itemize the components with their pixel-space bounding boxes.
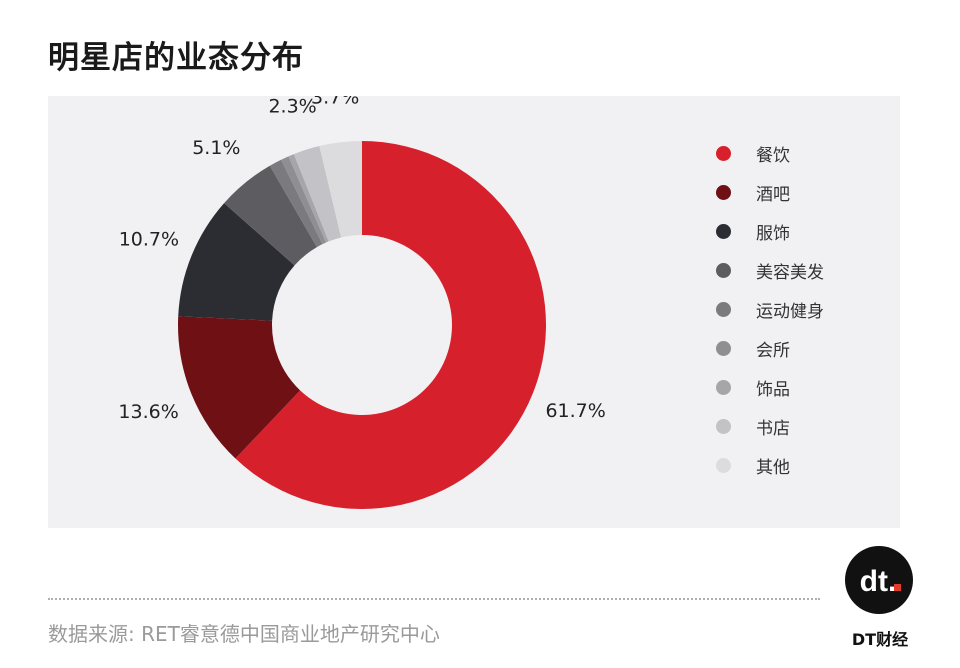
data-label-服饰: 10.7%	[119, 228, 179, 250]
data-label-书店: 2.3%	[268, 96, 316, 118]
legend-item-餐饮: 餐饮	[716, 134, 824, 173]
donut-slice-餐饮	[235, 141, 547, 509]
legend-item-饰品: 饰品	[716, 368, 824, 407]
legend-swatch	[716, 380, 731, 395]
data-label-其他: 3.7%	[311, 96, 359, 109]
data-label-酒吧: 13.6%	[118, 401, 178, 423]
legend-label: 服饰	[756, 224, 790, 244]
data-source-note: 数据来源: RET睿意德中国商业地产研究中心	[48, 622, 440, 646]
legend-swatch	[716, 419, 731, 434]
legend-label: 美容美发	[756, 263, 824, 283]
logo-red-dot	[894, 584, 901, 591]
legend-label: 会所	[756, 341, 790, 361]
legend-label: 餐饮	[756, 146, 790, 166]
chart-legend: 餐饮酒吧服饰美容美发运动健身会所饰品书店其他	[716, 134, 824, 485]
legend-swatch	[716, 263, 731, 278]
legend-item-酒吧: 酒吧	[716, 173, 824, 212]
legend-item-书店: 书店	[716, 407, 824, 446]
chart-title: 明星店的业态分布	[48, 40, 304, 76]
legend-swatch	[716, 302, 731, 317]
legend-item-运动健身: 运动健身	[716, 290, 824, 329]
donut-slice-会所	[281, 156, 327, 245]
legend-label: 运动健身	[756, 302, 824, 322]
legend-swatch	[716, 341, 731, 356]
logo-mark: dt.	[860, 565, 897, 598]
data-label-餐饮: 61.7%	[545, 400, 605, 422]
legend-swatch	[716, 185, 731, 200]
legend-swatch	[716, 224, 731, 239]
legend-label: 书店	[756, 419, 790, 439]
legend-label: 饰品	[756, 380, 790, 400]
dt-logo: dt.	[845, 546, 913, 614]
legend-item-服饰: 服饰	[716, 212, 824, 251]
legend-item-美容美发: 美容美发	[716, 251, 824, 290]
legend-swatch	[716, 146, 731, 161]
donut-slice-服饰	[178, 203, 295, 321]
logo-brand-name: DT财经	[851, 630, 909, 649]
donut-chart: 61.7% 13.6% 10.7% 5.1% 2.3%3.7%	[118, 96, 606, 509]
donut-slice-酒吧	[178, 316, 301, 459]
chart-panel: 61.7% 13.6% 10.7% 5.1% 2.3% 3.7% 餐饮酒吧服饰美容美发运动…	[48, 96, 900, 528]
donut-slice-美容美发	[224, 165, 317, 266]
donut-slice-其他	[319, 141, 362, 238]
donut-slice-饰品	[288, 154, 329, 243]
donut-slice-运动健身	[269, 159, 323, 248]
donut-slice-书店	[293, 146, 342, 242]
legend-label: 酒吧	[756, 185, 790, 205]
footer-divider	[48, 598, 820, 600]
legend-item-会所: 会所	[716, 329, 824, 368]
legend-item-其他: 其他	[716, 446, 824, 485]
legend-swatch	[716, 458, 731, 473]
data-label-美容美发: 5.1%	[192, 137, 240, 159]
legend-label: 其他	[756, 458, 790, 478]
